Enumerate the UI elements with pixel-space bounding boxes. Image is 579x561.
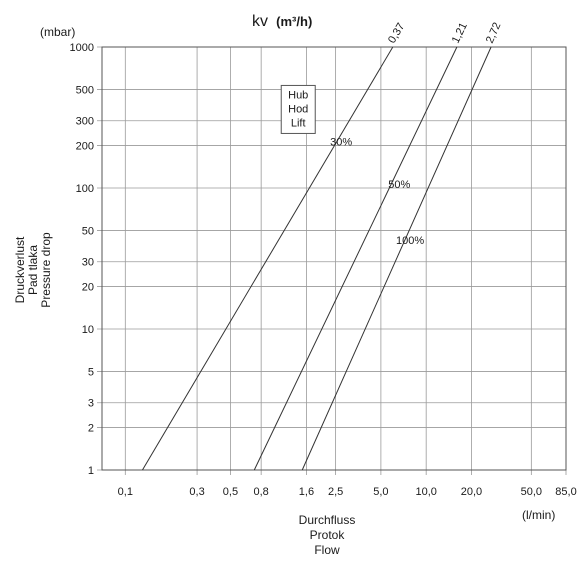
y-tick-label: 10 [82,324,94,336]
lift-percent-label: 100% [396,235,424,247]
series-label: 2,72 [484,21,504,45]
x-tick-label: 5,0 [373,486,388,498]
x-axis-label-line: Durchfluss [299,513,356,527]
x-tick-label: 50,0 [521,486,542,498]
x-tick-label: 1,6 [299,486,314,498]
x-tick-label: 0,1 [118,486,133,498]
series-label: 0,37 [386,21,407,46]
y-axis-unit: (mbar) [40,25,75,39]
y-axis-label: Druckverlust Pad tlaka Pressure drop [13,232,53,308]
y-tick-label: 100 [76,183,94,195]
x-tick-label: 85,0 [555,486,576,498]
y-tick-label: 2 [88,423,94,435]
lift-box-line: Hub [288,89,308,101]
series-line [253,46,458,471]
series-line [142,46,394,471]
y-tick-label: 1000 [70,42,94,54]
series-label: 1,21 [450,21,470,46]
x-tick-label: 10,0 [415,486,436,498]
lift-box: Hub Hod Lift [280,84,316,134]
lift-box-line: Hod [288,103,308,115]
y-axis-label-line: Druckverlust [13,236,27,303]
y-tick-label: 50 [82,225,94,237]
y-tick-label: 20 [82,282,94,294]
x-tick-label: 0,8 [254,486,269,498]
x-axis-unit: (l/min) [522,508,555,522]
grid [97,46,567,475]
y-tick-label: 200 [76,141,94,153]
series-line [301,46,492,471]
lift-percent-label: 30% [330,137,352,149]
x-axis-label-line: Protok [310,528,346,542]
lift-percent-label: 50% [388,179,410,191]
annotations: 30% 50% 100% [330,137,424,248]
y-tick-label: 5 [88,366,94,378]
x-axis-ticks: 0,1 0,3 0,5 0,8 1,6 2,5 5,0 10,0 20,0 50,0 85,0 [118,486,577,498]
x-tick-label: 0,5 [223,486,238,498]
x-tick-label: 2,5 [328,486,343,498]
y-tick-label: 300 [76,116,94,128]
lift-box-frame [280,84,316,134]
y-tick-label: 1 [88,465,94,477]
y-tick-label: 500 [76,84,94,96]
y-tick-label: 3 [88,398,94,410]
series-lines [142,46,492,471]
y-axis-label-line: Pressure drop [39,232,53,308]
y-tick-label: 30 [82,257,94,269]
y-axis-label-line: Pad tlaka [26,245,40,295]
x-tick-label: 0,3 [189,486,204,498]
plot-frame [101,46,567,471]
series-labels: 0,37 1,21 2,72 [386,21,503,46]
x-tick-label: 20,0 [461,486,482,498]
lift-box-line: Lift [291,117,306,129]
plot-border [101,46,567,471]
x-axis-label: Durchfluss Protok Flow [299,513,356,557]
y-axis-ticks: 1 2 3 5 10 20 30 50 100 200 300 500 1000 [70,42,94,477]
chart-title: kv (m³/h) [252,13,312,30]
x-axis-label-line: Flow [314,543,340,557]
